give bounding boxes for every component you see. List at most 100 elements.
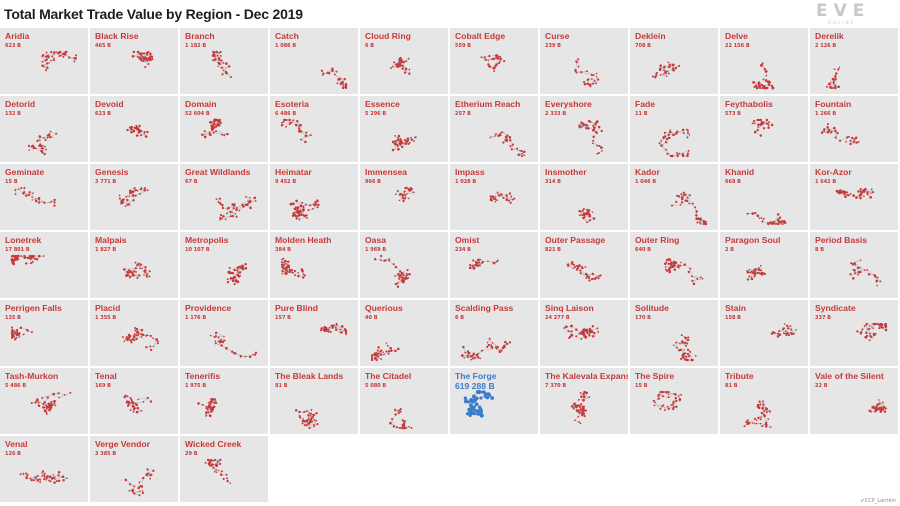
system-dot — [790, 328, 793, 331]
system-dot — [316, 423, 319, 426]
system-dot — [685, 355, 688, 358]
system-dot — [289, 123, 291, 126]
system-dot — [778, 330, 781, 332]
system-dot — [52, 474, 55, 476]
system-dot — [478, 264, 481, 267]
system-dot — [140, 134, 143, 137]
system-dot — [244, 355, 247, 358]
system-dot — [588, 334, 591, 337]
system-dot — [472, 266, 476, 270]
system-dot — [680, 201, 684, 204]
system-dot — [583, 212, 585, 215]
system-dot — [592, 273, 595, 276]
system-dot — [675, 341, 678, 344]
system-dot — [204, 461, 207, 464]
system-dot — [252, 353, 254, 356]
region-name: Derelik — [815, 31, 844, 41]
system-dot — [774, 220, 776, 223]
trade-value-label: 17 801 B — [5, 247, 30, 253]
system-dot — [394, 350, 396, 352]
system-dot — [508, 341, 512, 344]
system-dot — [232, 207, 235, 210]
system-dot — [43, 136, 46, 139]
system-dot — [881, 406, 883, 408]
trade-value-label: 1 176 B — [185, 315, 207, 321]
system-dot — [133, 333, 136, 336]
system-dot — [14, 338, 17, 341]
system-dot — [470, 358, 473, 361]
system-dot — [245, 196, 247, 198]
system-dot — [145, 135, 148, 139]
system-dot — [145, 473, 149, 476]
system-dot — [517, 153, 520, 156]
trade-value-label: 573 B — [725, 111, 741, 117]
system-dot — [137, 331, 140, 334]
region-name: Heimatar — [275, 167, 312, 177]
system-dot — [235, 216, 238, 219]
system-dot — [124, 478, 128, 482]
system-dot — [704, 222, 707, 226]
system-dot — [140, 410, 143, 412]
system-dot — [582, 333, 586, 337]
system-dot — [651, 75, 654, 78]
system-dot — [580, 332, 584, 335]
system-dot — [292, 202, 295, 205]
system-dot — [218, 59, 221, 62]
system-dot — [302, 273, 305, 275]
region-name: Wicked Creek — [185, 439, 242, 449]
system-dot — [22, 472, 25, 475]
jump-link — [226, 213, 237, 217]
system-dot — [213, 470, 216, 473]
system-dot — [53, 57, 55, 59]
system-dot — [865, 322, 868, 326]
system-dot — [851, 263, 855, 266]
system-dot — [400, 139, 403, 142]
system-dot — [570, 330, 573, 333]
trade-value-label: 1 975 B — [185, 383, 207, 389]
system-dot — [578, 126, 581, 129]
region-map — [211, 50, 232, 79]
system-dot — [782, 332, 785, 335]
system-dot — [406, 193, 408, 195]
system-dot — [126, 395, 129, 398]
system-dot — [699, 218, 702, 221]
system-dot — [284, 272, 287, 276]
system-dot — [296, 206, 300, 209]
jump-link — [574, 420, 581, 424]
region-name: Insmother — [545, 167, 587, 177]
system-dot — [300, 213, 303, 216]
system-dot — [580, 71, 583, 74]
system-dot — [244, 262, 247, 266]
system-dot — [58, 50, 62, 54]
system-dot — [694, 206, 697, 209]
system-dot — [505, 198, 508, 202]
region-map — [10, 326, 33, 341]
system-dot — [225, 473, 228, 476]
system-dot — [477, 352, 480, 355]
system-dot — [490, 396, 495, 400]
system-dot — [669, 129, 671, 131]
system-dot — [141, 491, 144, 495]
system-dot — [675, 194, 679, 197]
region-name: The Bleak Lands — [275, 371, 344, 381]
system-dot — [298, 410, 301, 414]
system-dot — [567, 264, 570, 267]
system-dot — [23, 186, 26, 190]
system-dot — [63, 394, 66, 396]
system-dot — [670, 204, 674, 207]
region-cell: Oasa 1 969 B — [360, 232, 448, 298]
system-dot — [600, 146, 603, 149]
system-dot — [863, 325, 866, 327]
system-dot — [771, 86, 775, 90]
jump-link — [245, 196, 251, 201]
system-dot — [860, 187, 862, 190]
system-dot — [754, 211, 757, 215]
system-dot — [46, 396, 49, 399]
system-dot — [14, 193, 17, 196]
system-dot — [756, 271, 759, 275]
region-name: The Spire — [635, 371, 675, 381]
system-dot — [120, 202, 122, 205]
system-dot — [829, 83, 831, 86]
system-dot — [595, 82, 597, 85]
system-dot — [53, 402, 56, 405]
